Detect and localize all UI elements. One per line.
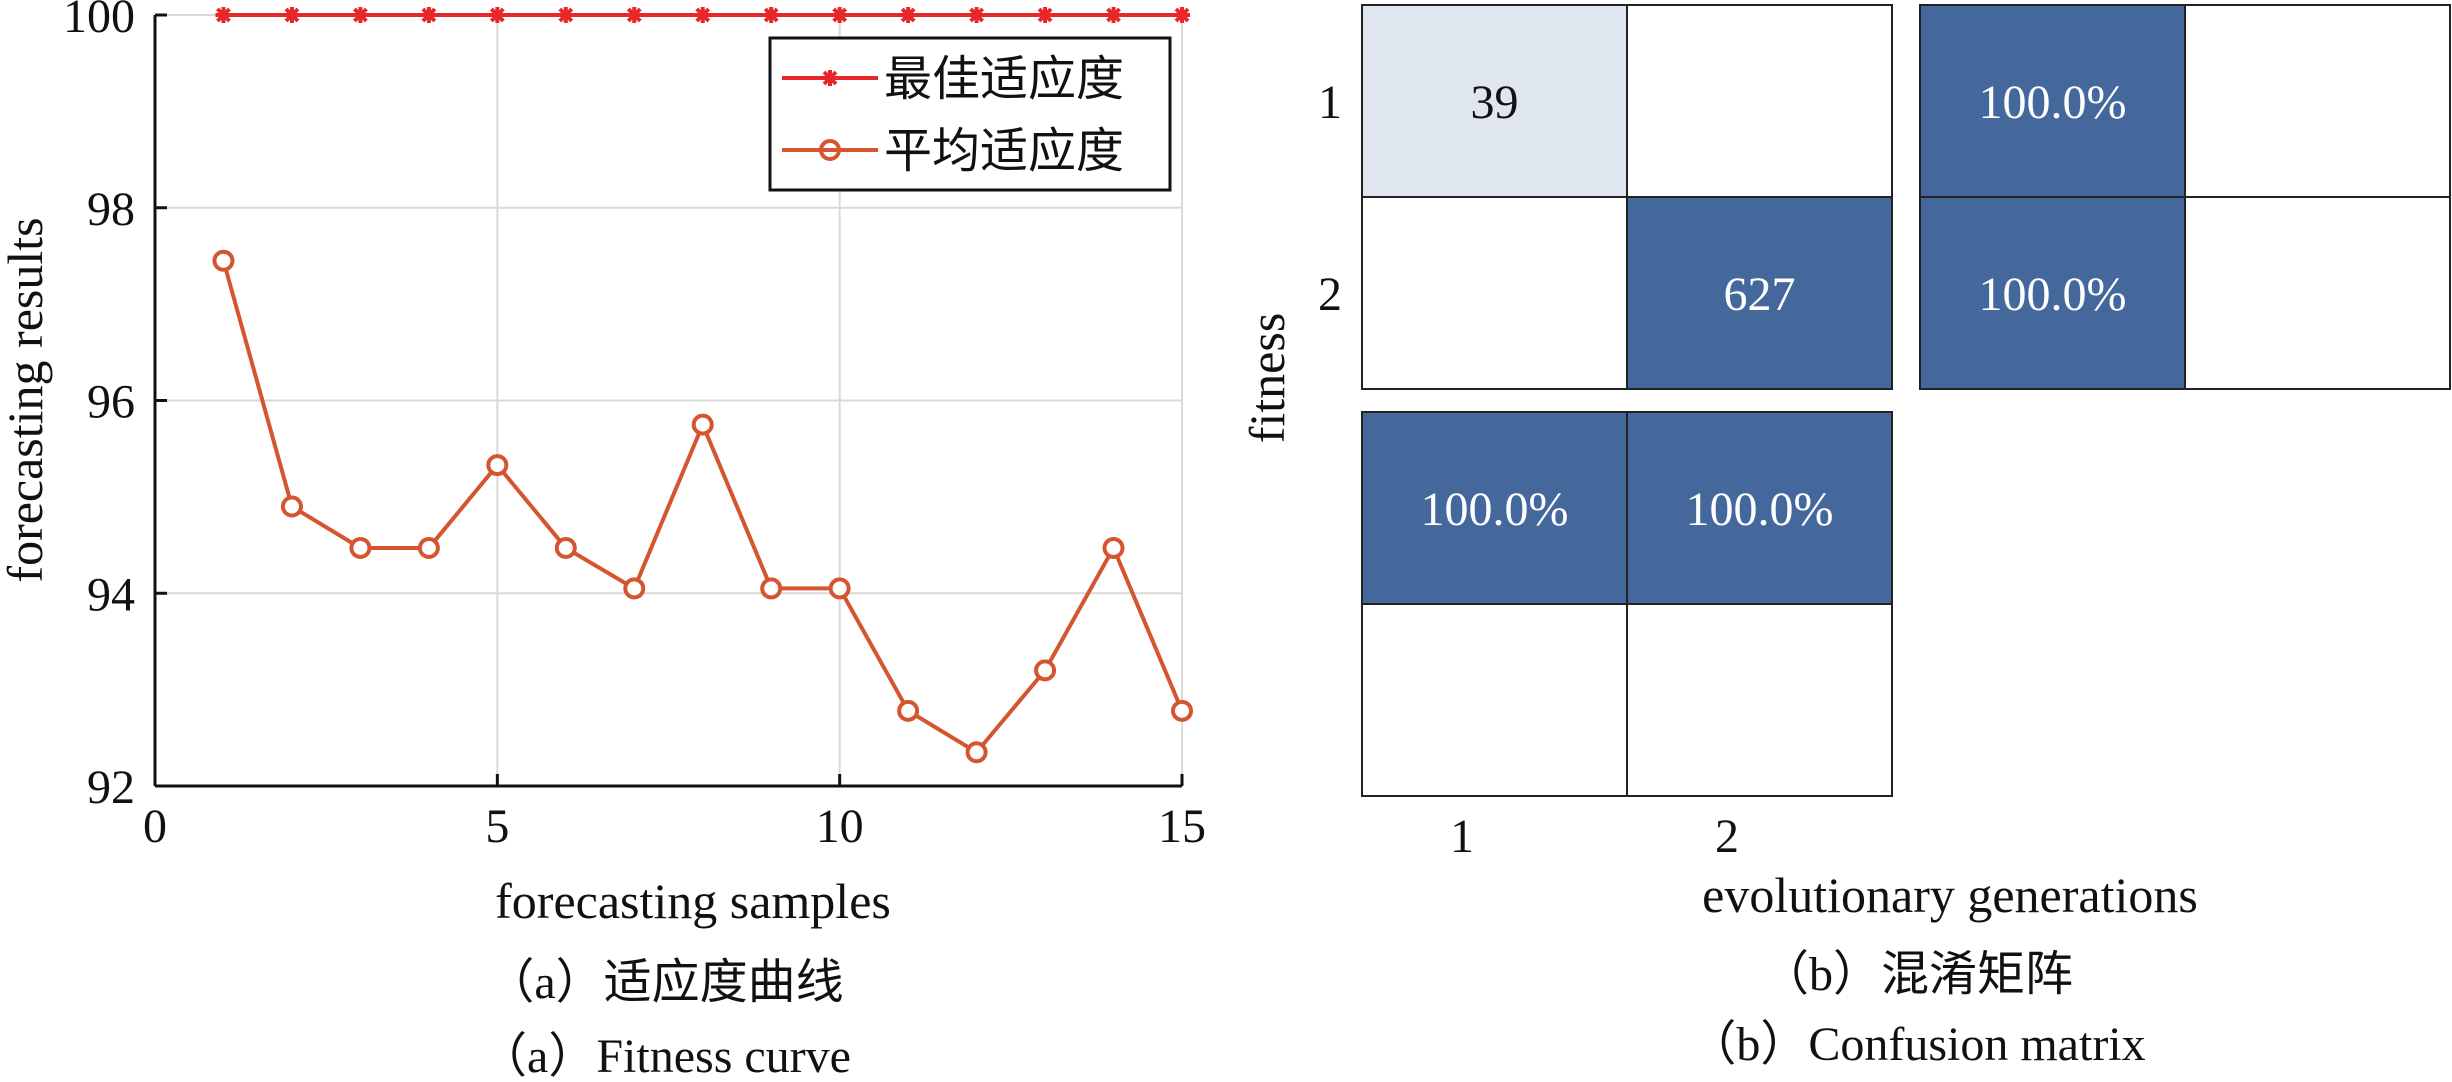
caption-cn-a: （a）适应度曲线: [486, 956, 843, 1009]
data-point-best: [831, 7, 848, 23]
fitness-curve-panel: 0 5 10 15 92 94 96 98 100 最佳适应度 平均适应度 forecasti…: [0, 0, 1206, 1082]
row-summary-cell: [1919, 4, 2186, 198]
y-axis-label-b: fitness: [1239, 313, 1295, 444]
legend: 最佳适应度 平均适应度: [768, 36, 1172, 192]
column-summary-cell: [1626, 411, 1893, 605]
data-point-avg: [623, 577, 646, 600]
confusion-matrix-panel: 39 627 100.0% 100.0% 100.0% 100.0% 1 2 1 2 evolu…: [1239, 4, 2451, 1071]
caption-cn-b: （b）混淆矩阵: [1761, 948, 2073, 1001]
data-point-best: [968, 7, 985, 23]
data-point-best: [694, 7, 711, 23]
y-axis-label: forecasting results: [0, 217, 53, 582]
column-summary-cell-label: 100.0%: [1421, 483, 1569, 536]
data-point-avg: [554, 536, 577, 559]
y-tick-label: 96: [87, 376, 135, 429]
axes-frame: [153, 15, 1182, 788]
data-point-best: [1037, 7, 1054, 23]
matrix-cell-label: 39: [1471, 76, 1519, 129]
data-point-best: [352, 7, 369, 23]
matrix-cell-label: 627: [1724, 268, 1796, 321]
matrix-cells: 39 627 100.0% 100.0% 100.0% 100.0%: [1361, 4, 2451, 797]
row-summary-cell-label: 100.0%: [1979, 76, 2127, 129]
data-point-avg: [280, 495, 303, 518]
series-group: [212, 7, 1193, 764]
data-point-avg: [897, 699, 920, 722]
matrix-tick-labels: 1 2 1 2: [1318, 76, 1739, 863]
y-tick-label: 100: [63, 0, 135, 43]
row-summary-cell: [2184, 4, 2451, 198]
matrix-cell: [1626, 4, 1893, 198]
legend-marker-best: [822, 70, 838, 86]
x-tick-label: 10: [816, 800, 864, 853]
column-summary-cell-label: 100.0%: [1686, 483, 1834, 536]
data-point-best: [900, 7, 917, 23]
data-point-best: [763, 7, 780, 23]
matrix-cell: [1626, 196, 1893, 390]
data-point-avg: [1171, 699, 1193, 722]
legend-label-best: 最佳适应度: [884, 53, 1124, 106]
x-axis-label: forecasting samples: [495, 873, 891, 929]
row-tick-label: 1: [1318, 76, 1342, 129]
row-summary-cell-label: 100.0%: [1979, 268, 2127, 321]
x-tick-label: 5: [485, 800, 509, 853]
x-tick-label: 0: [143, 800, 167, 853]
y-tick-label: 94: [87, 568, 135, 621]
data-point-avg: [349, 536, 372, 559]
data-point-avg: [212, 249, 235, 272]
data-point-avg: [1102, 536, 1125, 559]
x-tick-labels: 0 5 10 15: [143, 800, 1206, 853]
y-tick-labels: 92 94 96 98 100: [63, 0, 135, 814]
caption-en-a: （a）Fitness curve: [479, 1030, 851, 1082]
data-point-best: [283, 7, 300, 23]
data-point-best: [215, 7, 232, 23]
legend-box: [768, 36, 1172, 192]
data-point-best: [626, 7, 643, 23]
col-tick-label: 1: [1450, 810, 1474, 863]
row-summary-cell: [2184, 196, 2451, 390]
caption-en-b: （b）Confusion matrix: [1688, 1018, 2145, 1071]
data-point-avg: [486, 454, 509, 477]
col-tick-label: 2: [1715, 810, 1739, 863]
x-tick-label: 15: [1158, 800, 1206, 853]
y-tick-label: 98: [87, 183, 135, 236]
data-point-avg: [691, 413, 714, 436]
data-point-avg: [1034, 659, 1057, 682]
data-point-best: [489, 7, 506, 23]
column-summary-cell: [1626, 603, 1893, 797]
row-tick-label: 2: [1318, 268, 1342, 321]
data-point-avg: [760, 577, 783, 600]
data-point-best: [1174, 7, 1190, 23]
data-point-best: [557, 7, 574, 23]
legend-label-avg: 平均适应度: [884, 125, 1124, 178]
x-axis-label-b: evolutionary generations: [1702, 867, 2198, 923]
data-point-best: [420, 7, 437, 23]
legend-marker-avg: [819, 139, 841, 161]
row-summary-cell: [1919, 196, 2186, 390]
data-point-avg: [965, 741, 988, 764]
data-point-avg: [828, 577, 851, 600]
column-summary-cell: [1361, 603, 1628, 797]
data-point-avg: [417, 536, 440, 559]
data-point-best: [1105, 7, 1122, 23]
matrix-cell: [1361, 196, 1628, 390]
y-tick-label: 92: [87, 761, 135, 814]
